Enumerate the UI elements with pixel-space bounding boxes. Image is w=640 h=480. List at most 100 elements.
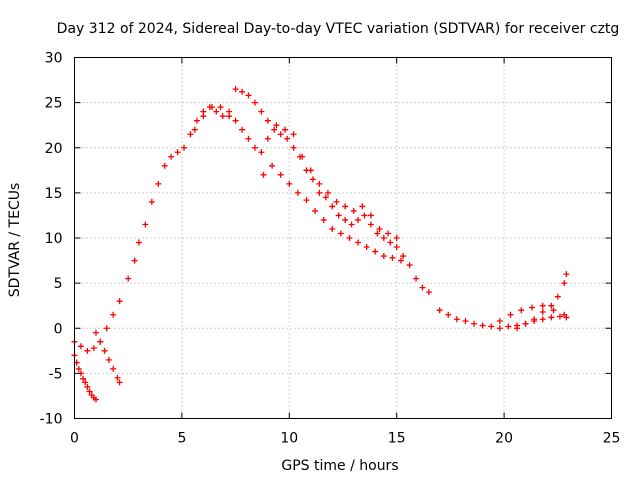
data-point [135, 239, 142, 246]
data-point [561, 280, 568, 287]
data-point [548, 302, 555, 309]
data-point [284, 135, 291, 142]
data-point [333, 198, 340, 205]
data-point [488, 323, 495, 330]
data-point [142, 221, 149, 228]
data-point [329, 203, 336, 210]
y-tick-label: 15 [45, 186, 63, 202]
data-point [479, 322, 486, 329]
data-point [507, 311, 514, 318]
data-point [539, 302, 546, 309]
data-point [217, 104, 224, 111]
data-point [445, 311, 452, 318]
y-tick-label: 10 [45, 231, 63, 247]
data-point [110, 311, 117, 318]
data-point [385, 230, 392, 237]
data-point [110, 365, 117, 372]
y-tick-labels: -10 -5 0 5 10 15 20 25 30 [40, 51, 63, 428]
data-point [264, 117, 271, 124]
data-point [187, 131, 194, 138]
data-point [219, 113, 226, 120]
data-point [361, 212, 368, 219]
data-point [355, 216, 362, 223]
data-point [342, 216, 349, 223]
data-point [550, 307, 557, 314]
data-point [355, 239, 362, 246]
grid-lines [74, 57, 612, 419]
data-point [337, 230, 344, 237]
data-point [518, 307, 525, 314]
data-point [554, 293, 561, 300]
data-point [90, 345, 97, 352]
data-point [290, 131, 297, 138]
y-axis-label: SDTVAR / TECUs [7, 183, 23, 298]
data-point [251, 144, 258, 151]
y-tick-label: -5 [49, 366, 63, 382]
data-point [299, 153, 306, 160]
data-point [387, 239, 394, 246]
data-point [92, 396, 99, 403]
data-point [232, 117, 239, 124]
y-tick-label: 20 [45, 141, 63, 157]
data-point [462, 318, 469, 325]
data-point [389, 254, 396, 261]
data-point [539, 316, 546, 323]
x-tick-label: 10 [280, 431, 298, 447]
data-point [174, 149, 181, 156]
data-point [376, 225, 383, 232]
data-point [436, 307, 443, 314]
y-tick-label: 25 [45, 96, 63, 112]
y-tick-label: 5 [54, 276, 63, 292]
data-point [374, 230, 381, 237]
data-points [71, 86, 570, 403]
data-point [82, 379, 89, 386]
data-point [84, 383, 91, 390]
data-point [193, 117, 200, 124]
data-point [77, 343, 84, 350]
data-point [213, 108, 220, 115]
data-point [380, 253, 387, 260]
data-point [397, 257, 404, 264]
data-point [471, 320, 478, 327]
data-point [232, 86, 239, 93]
data-point [131, 257, 138, 264]
x-tick-label: 0 [70, 431, 79, 447]
x-tick-label: 5 [177, 431, 186, 447]
data-point [359, 203, 366, 210]
data-point [245, 135, 252, 142]
data-point [114, 374, 121, 381]
data-point [548, 314, 555, 321]
data-point [125, 275, 132, 282]
data-point [348, 221, 355, 228]
data-point [277, 171, 284, 178]
data-point [329, 225, 336, 232]
axis-ticks [74, 57, 612, 419]
data-point [335, 212, 342, 219]
data-point [294, 189, 301, 196]
data-point [316, 180, 323, 187]
data-point [260, 171, 267, 178]
data-point [277, 131, 284, 138]
data-point [116, 298, 123, 305]
data-point [556, 313, 563, 320]
data-point [400, 253, 407, 260]
data-point [75, 365, 82, 372]
x-tick-label: 20 [495, 431, 513, 447]
data-point [496, 318, 503, 325]
data-point [86, 388, 93, 395]
data-point [239, 88, 246, 95]
data-point [264, 135, 271, 142]
data-point [539, 309, 546, 316]
data-point [367, 212, 374, 219]
data-point [419, 284, 426, 291]
data-point [363, 244, 370, 251]
data-point [307, 167, 314, 174]
data-point [103, 325, 110, 332]
data-point [350, 207, 357, 214]
data-point [258, 149, 265, 156]
data-point [529, 304, 536, 311]
data-point [269, 162, 276, 169]
data-point [116, 379, 123, 386]
data-point [513, 325, 520, 332]
